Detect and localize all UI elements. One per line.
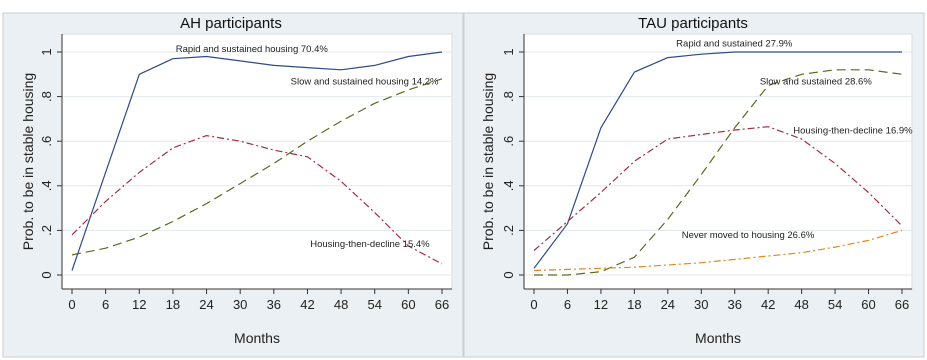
series-line-never-moved-to-housing (533, 229, 903, 272)
x-tick-label: 42 (300, 297, 314, 312)
panel-title: TAU participants (638, 15, 748, 32)
x-tick-label: 30 (694, 297, 708, 312)
y-tick-label: 0 (501, 271, 516, 278)
series-line-rapid-and-sustained (533, 51, 902, 269)
series-line-slow-and-sustained (534, 69, 903, 276)
x-tick-label: 60 (401, 297, 415, 312)
x-tick-label: 12 (132, 297, 146, 312)
x-tick-label: 6 (102, 297, 109, 312)
x-tick-label: 12 (594, 297, 608, 312)
series-annotation: Housing-then-decline 16.9% (793, 125, 913, 136)
panel-tau: 0 .2 .4 .6 .8 1 0 6 12 18 24 30 36 42 48 54 60 66 TAU part… (463, 12, 925, 358)
series-annotation: Rapid and sustained housing 70.4% (176, 44, 329, 55)
series-line-rapid-and-sustained-housing (71, 51, 443, 271)
x-tick-label: 54 (367, 297, 381, 312)
y-tick-label: .8 (39, 91, 54, 102)
series-line-housing-then-decline (71, 135, 443, 265)
series-annotation: Slow and sustained housing 14.2% (291, 76, 439, 87)
x-tick-label: 6 (564, 297, 571, 312)
panel-title: AH participants (180, 15, 282, 32)
y-tick-label: .2 (39, 225, 54, 236)
x-tick-label: 48 (794, 297, 808, 312)
y-tick-label: .4 (39, 180, 54, 191)
y-tick-label: 1 (501, 48, 516, 55)
series-line-slow-and-sustained-housing (71, 78, 443, 256)
y-tick-label: 0 (39, 271, 54, 278)
x-tick-label: 0 (68, 297, 75, 312)
x-axis-label: Months (695, 330, 741, 346)
x-tick-label: 66 (435, 297, 449, 312)
series-annotation: Never moved to housing 26.6% (682, 230, 815, 241)
x-tick-label: 42 (761, 297, 775, 312)
x-tick-label: 18 (166, 297, 180, 312)
series-annotation: Housing-then-decline 15.4% (310, 239, 430, 250)
x-tick-label: 30 (233, 297, 247, 312)
y-axis-label: Prob. to be in stable housing (20, 73, 36, 250)
panel-ah: 0 .2 .4 .6 .8 1 0 6 12 18 24 30 36 42 48 54 60 66 AH parti… (2, 12, 464, 358)
y-tick-label: .6 (39, 136, 54, 147)
series-line-housing-then-decline (533, 126, 903, 251)
plot-area (523, 33, 913, 290)
x-tick-label: 24 (199, 297, 213, 312)
y-tick-label: .6 (501, 136, 516, 147)
x-axis-label: Months (234, 330, 280, 346)
x-tick-label: 60 (861, 297, 875, 312)
y-tick-label: .8 (501, 91, 516, 102)
x-tick-label: 36 (267, 297, 281, 312)
x-tick-label: 54 (828, 297, 842, 312)
y-tick-label: .4 (501, 180, 516, 191)
y-tick-label: 1 (39, 48, 54, 55)
series-annotation: Slow and sustained 28.6% (760, 76, 873, 87)
x-tick-label: 0 (530, 297, 537, 312)
x-tick-label: 48 (334, 297, 348, 312)
plot-area (61, 33, 453, 290)
x-tick-label: 66 (895, 297, 909, 312)
x-tick-label: 18 (627, 297, 641, 312)
x-tick-label: 24 (661, 297, 675, 312)
y-axis-label: Prob. to be in stable housing (480, 73, 496, 250)
series-annotation: Rapid and sustained 27.9% (676, 38, 793, 49)
y-tick-label: .2 (501, 225, 516, 236)
x-tick-label: 36 (727, 297, 741, 312)
